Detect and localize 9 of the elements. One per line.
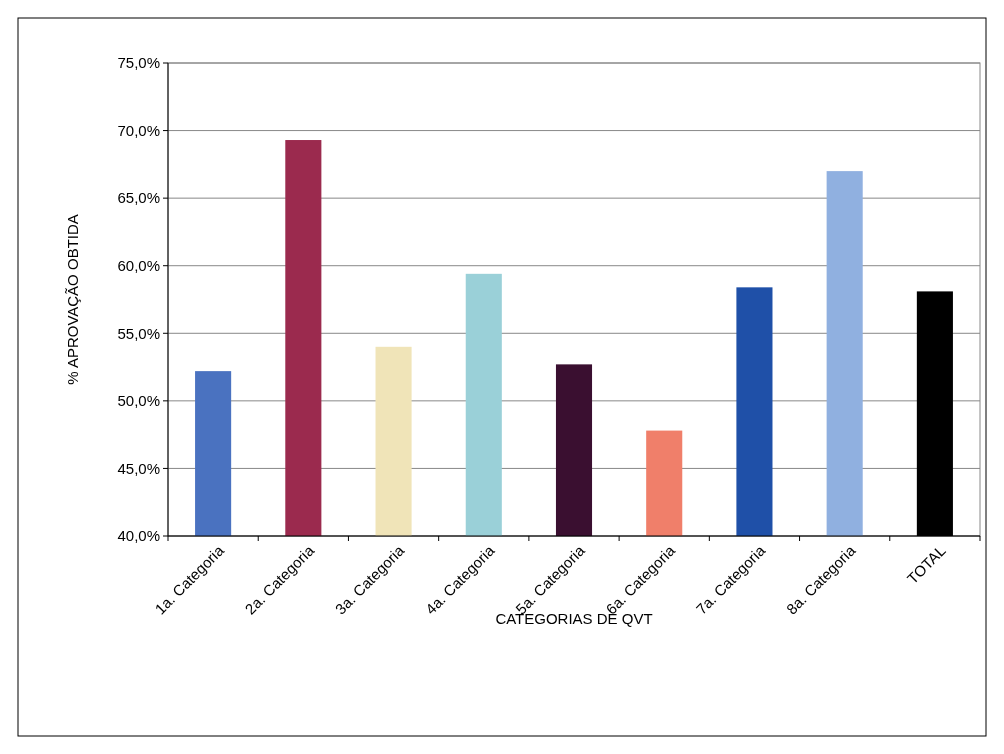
y-tick-label: 65,0% [117,189,160,207]
y-tick-label: 70,0% [117,121,160,139]
y-tick-label: 50,0% [117,392,160,410]
y-tick-label: 45,0% [117,459,160,477]
y-axis-title: % APROVAÇÃO OBTIDA [64,214,81,385]
y-tick-label: 75,0% [117,54,160,72]
y-tick-label: 40,0% [117,527,160,545]
y-tick-label: 60,0% [117,256,160,274]
y-tick-label: 55,0% [117,324,160,342]
